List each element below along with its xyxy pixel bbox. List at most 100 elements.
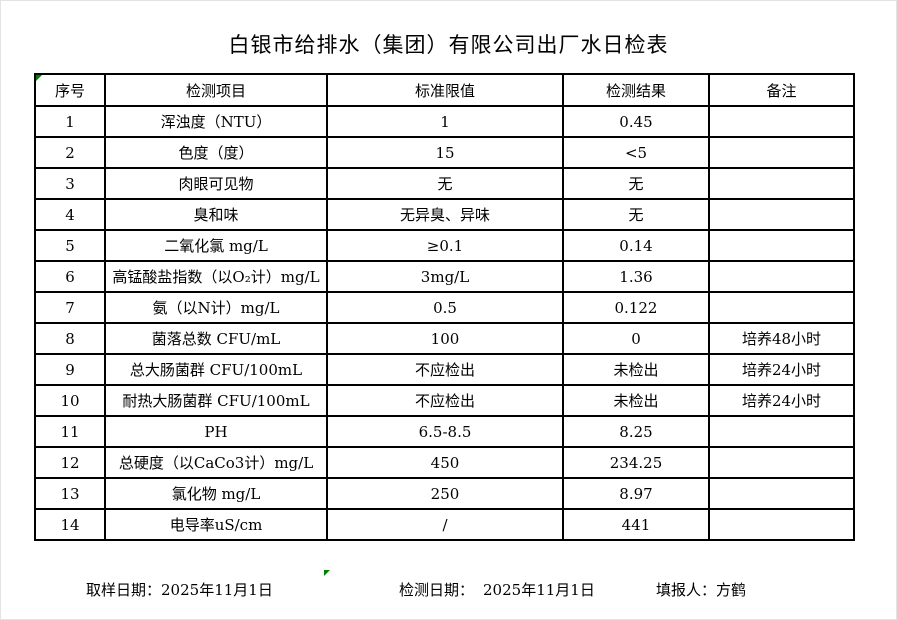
cell-item: 二氧化氯 mg/L (104, 229, 328, 262)
cell-result: 0.14 (562, 229, 710, 262)
col-header-result: 检测结果 (562, 73, 710, 107)
cell-limit: 1 (326, 105, 564, 138)
testing-date: 检测日期： 2025年11月1日 (399, 579, 595, 600)
cell-limit: 450 (326, 446, 564, 479)
cell-no: 10 (34, 384, 106, 417)
table-row: 8 菌落总数 CFU/mL 100 0 培养48小时 (34, 322, 855, 355)
cell-limit: 不应检出 (326, 353, 564, 386)
table-row: 10 耐热大肠菌群 CFU/100mL 不应检出 未检出 培养24小时 (34, 384, 855, 417)
cell-no: 13 (34, 477, 106, 510)
cell-note (708, 260, 855, 293)
cell-item: 总大肠菌群 CFU/100mL (104, 353, 328, 386)
table-row: 1 浑浊度（NTU） 1 0.45 (34, 105, 855, 138)
cell-no: 11 (34, 415, 106, 448)
cell-limit: 3mg/L (326, 260, 564, 293)
cell-limit: 250 (326, 477, 564, 510)
cell-item: 肉眼可见物 (104, 167, 328, 200)
table-row: 11 PH 6.5-8.5 8.25 (34, 415, 855, 448)
table-row: 3 肉眼可见物 无 无 (34, 167, 855, 200)
col-header-note: 备注 (708, 73, 855, 107)
col-header-item: 检测项目 (104, 73, 328, 107)
cell-note (708, 291, 855, 324)
cell-note (708, 477, 855, 510)
cell-no: 12 (34, 446, 106, 479)
cell-item: 耐热大肠菌群 CFU/100mL (104, 384, 328, 417)
cell-note (708, 105, 855, 138)
cell-no: 7 (34, 291, 106, 324)
cell-result: 0.45 (562, 105, 710, 138)
sampling-date: 取样日期：2025年11月1日 (86, 579, 273, 600)
table-row: 5 二氧化氯 mg/L ≥0.1 0.14 (34, 229, 855, 262)
cell-limit: 6.5-8.5 (326, 415, 564, 448)
cell-note: 培养24小时 (708, 384, 855, 417)
table-row: 7 氨（以N计）mg/L 0.5 0.122 (34, 291, 855, 324)
reporter-name: 方鹤 (716, 581, 747, 599)
cell-result: 0 (562, 322, 710, 355)
cell-no: 9 (34, 353, 106, 386)
cell-note (708, 167, 855, 200)
cell-limit: 无异臭、异味 (326, 198, 564, 231)
cell-item: 臭和味 (104, 198, 328, 231)
sampling-date-label: 取样日期： (86, 581, 162, 599)
cell-result: 未检出 (562, 384, 710, 417)
cell-item: 氯化物 mg/L (104, 477, 328, 510)
cell-result: 未检出 (562, 353, 710, 386)
cell-no: 4 (34, 198, 106, 231)
cell-item: 电导率uS/cm (104, 508, 328, 541)
cell-limit: 不应检出 (326, 384, 564, 417)
col-header-no: 序号 (34, 73, 106, 107)
cell-note (708, 198, 855, 231)
table-row: 13 氯化物 mg/L 250 8.97 (34, 477, 855, 510)
testing-date-label: 检测日期： (399, 581, 475, 599)
cell-no: 14 (34, 508, 106, 541)
cell-item: 菌落总数 CFU/mL (104, 322, 328, 355)
cell-result: <5 (562, 136, 710, 169)
table-row: 6 高锰酸盐指数（以O₂计）mg/L 3mg/L 1.36 (34, 260, 855, 293)
cell-note (708, 136, 855, 169)
cell-note (708, 229, 855, 262)
testing-date-value: 2025年11月1日 (483, 581, 595, 599)
cell-no: 3 (34, 167, 106, 200)
cell-note: 培养48小时 (708, 322, 855, 355)
cell-item: 浑浊度（NTU） (104, 105, 328, 138)
cell-note (708, 446, 855, 479)
cell-item: 总硬度（以CaCo3计）mg/L (104, 446, 328, 479)
table-row: 9 总大肠菌群 CFU/100mL 不应检出 未检出 培养24小时 (34, 353, 855, 386)
cell-note: 培养24小时 (708, 353, 855, 386)
cell-limit: ≥0.1 (326, 229, 564, 262)
table-row: 14 电导率uS/cm / 441 (34, 508, 855, 541)
cell-result: 无 (562, 198, 710, 231)
cell-no: 1 (34, 105, 106, 138)
cell-limit: 0.5 (326, 291, 564, 324)
cell-item: 氨（以N计）mg/L (104, 291, 328, 324)
green-corner-marker-icon (324, 570, 330, 576)
page-title: 白银市给排水（集团）有限公司出厂水日检表 (228, 33, 669, 57)
cell-no: 8 (34, 322, 106, 355)
cell-limit: 无 (326, 167, 564, 200)
cell-no: 5 (34, 229, 106, 262)
reporter-label: 填报人： (656, 581, 717, 599)
table-row: 4 臭和味 无异臭、异味 无 (34, 198, 855, 231)
cell-result: 8.97 (562, 477, 710, 510)
cell-item: 色度（度） (104, 136, 328, 169)
cell-item: 高锰酸盐指数（以O₂计）mg/L (104, 260, 328, 293)
col-header-limit: 标准限值 (326, 73, 564, 107)
sampling-date-value: 2025年11月1日 (161, 581, 273, 599)
cell-note (708, 508, 855, 541)
cell-item: PH (104, 415, 328, 448)
table-row: 2 色度（度） 15 <5 (34, 136, 855, 169)
green-corner-marker-icon (36, 75, 42, 81)
table-row: 12 总硬度（以CaCo3计）mg/L 450 234.25 (34, 446, 855, 479)
footer: 取样日期：2025年11月1日 检测日期： 2025年11月1日 填报人：方鹤 (1, 579, 896, 599)
cell-no: 2 (34, 136, 106, 169)
cell-result: 441 (562, 508, 710, 541)
reporter: 填报人：方鹤 (656, 579, 746, 600)
cell-result: 无 (562, 167, 710, 200)
cell-result: 8.25 (562, 415, 710, 448)
cell-limit: / (326, 508, 564, 541)
cell-limit: 15 (326, 136, 564, 169)
cell-result: 0.122 (562, 291, 710, 324)
table-header-row: 序号 检测项目 标准限值 检测结果 备注 (34, 73, 855, 107)
cell-limit: 100 (326, 322, 564, 355)
